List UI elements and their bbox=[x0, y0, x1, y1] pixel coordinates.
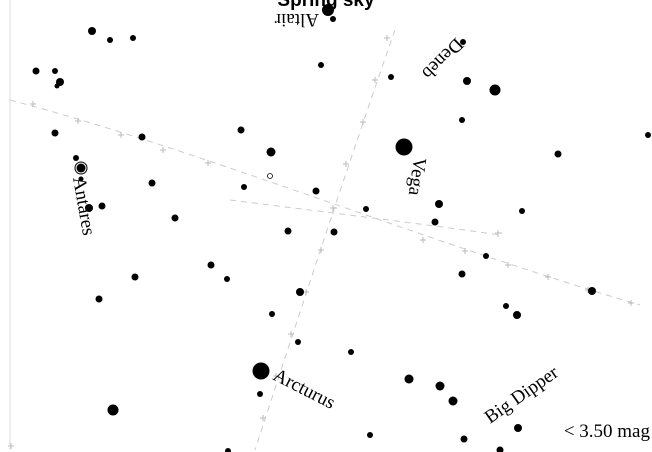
star-labels: Altair Deneb Vega Antares Arcturus Big D… bbox=[68, 9, 563, 428]
star[interactable] bbox=[348, 349, 354, 355]
star[interactable] bbox=[431, 218, 439, 226]
grid-tick bbox=[545, 274, 551, 280]
grid-tick bbox=[372, 77, 378, 83]
grid-tick bbox=[273, 373, 279, 379]
grid-tick bbox=[8, 443, 14, 449]
star[interactable] bbox=[225, 448, 231, 452]
star[interactable] bbox=[51, 129, 59, 137]
label-vega: Vega bbox=[404, 156, 430, 197]
star[interactable] bbox=[85, 204, 93, 212]
label-deneb: Deneb bbox=[417, 33, 467, 83]
star[interactable] bbox=[241, 184, 247, 190]
star[interactable] bbox=[284, 227, 292, 235]
star[interactable] bbox=[32, 67, 40, 75]
star[interactable] bbox=[98, 202, 106, 210]
star[interactable] bbox=[131, 273, 139, 281]
star[interactable] bbox=[312, 187, 320, 195]
grid-tick bbox=[360, 119, 366, 125]
star[interactable] bbox=[588, 287, 596, 295]
star[interactable] bbox=[459, 117, 465, 123]
star[interactable] bbox=[54, 83, 60, 89]
grid-tick bbox=[75, 118, 81, 124]
open-star-marker bbox=[267, 173, 273, 179]
star[interactable] bbox=[95, 295, 103, 303]
grid-tick bbox=[420, 237, 426, 243]
star[interactable] bbox=[130, 35, 136, 41]
star[interactable] bbox=[330, 228, 338, 236]
label-antares: Antares bbox=[68, 175, 99, 237]
star[interactable] bbox=[388, 74, 394, 80]
star[interactable] bbox=[458, 270, 466, 278]
grid-tick bbox=[343, 161, 349, 167]
grid-tick bbox=[288, 331, 294, 337]
star[interactable] bbox=[78, 176, 84, 182]
label-big-dipper: Big Dipper bbox=[481, 362, 563, 428]
grid-tick bbox=[462, 248, 468, 254]
star[interactable] bbox=[295, 339, 301, 345]
antares-ring bbox=[74, 161, 88, 175]
star[interactable] bbox=[73, 155, 79, 161]
star[interactable] bbox=[460, 435, 468, 443]
grid-tick bbox=[318, 247, 324, 253]
label-altair: Altair bbox=[274, 9, 319, 30]
grid-tick bbox=[384, 35, 390, 41]
star[interactable] bbox=[463, 77, 471, 85]
star[interactable] bbox=[513, 311, 521, 319]
grid-tick bbox=[118, 132, 124, 138]
star[interactable] bbox=[448, 396, 458, 406]
star[interactable] bbox=[171, 214, 179, 222]
grid-tick bbox=[505, 262, 511, 268]
grid-tick bbox=[160, 147, 166, 153]
star[interactable] bbox=[224, 276, 230, 282]
grid-center-tick bbox=[330, 205, 337, 212]
star[interactable] bbox=[257, 391, 263, 397]
star[interactable] bbox=[207, 261, 215, 269]
grid-tick bbox=[260, 415, 266, 421]
star[interactable] bbox=[330, 16, 336, 22]
grid-line-vertical bbox=[254, 29, 396, 451]
grid-line-horizontal bbox=[9, 99, 641, 306]
star[interactable] bbox=[519, 208, 525, 214]
grid-tick bbox=[30, 101, 36, 107]
stars bbox=[32, 4, 651, 452]
star[interactable] bbox=[645, 132, 651, 138]
coordinate-grid bbox=[9, 29, 641, 451]
star-altair[interactable] bbox=[322, 4, 334, 16]
star[interactable] bbox=[483, 253, 489, 259]
star[interactable] bbox=[266, 147, 276, 157]
star[interactable] bbox=[237, 126, 245, 134]
star[interactable] bbox=[363, 206, 369, 212]
star[interactable] bbox=[318, 62, 324, 68]
grid-ticks bbox=[8, 35, 634, 449]
grid-line-horizontal-2 bbox=[229, 199, 501, 236]
star[interactable] bbox=[367, 432, 373, 438]
star[interactable] bbox=[88, 27, 96, 35]
star-vega[interactable] bbox=[395, 138, 413, 156]
grid-tick bbox=[205, 160, 211, 166]
star[interactable] bbox=[460, 39, 466, 45]
star[interactable] bbox=[514, 424, 522, 432]
star[interactable] bbox=[296, 288, 304, 296]
grid-tick bbox=[628, 300, 634, 306]
grid-tick bbox=[495, 230, 502, 237]
star[interactable] bbox=[435, 200, 443, 208]
star[interactable] bbox=[503, 303, 509, 309]
magnitude-limit: < 3.50 mag bbox=[563, 421, 650, 442]
star[interactable] bbox=[404, 374, 414, 384]
star-arcturus[interactable] bbox=[252, 362, 270, 380]
star[interactable] bbox=[107, 37, 113, 43]
label-arcturus: Arcturus bbox=[270, 365, 339, 414]
star[interactable] bbox=[138, 133, 146, 141]
star[interactable] bbox=[107, 404, 119, 416]
star[interactable] bbox=[269, 311, 275, 317]
star[interactable] bbox=[52, 68, 58, 74]
star-antares[interactable] bbox=[76, 163, 86, 173]
star[interactable] bbox=[496, 446, 504, 452]
star[interactable] bbox=[148, 179, 156, 187]
star-deneb[interactable] bbox=[489, 84, 501, 96]
star[interactable] bbox=[554, 150, 562, 158]
star[interactable] bbox=[435, 381, 445, 391]
